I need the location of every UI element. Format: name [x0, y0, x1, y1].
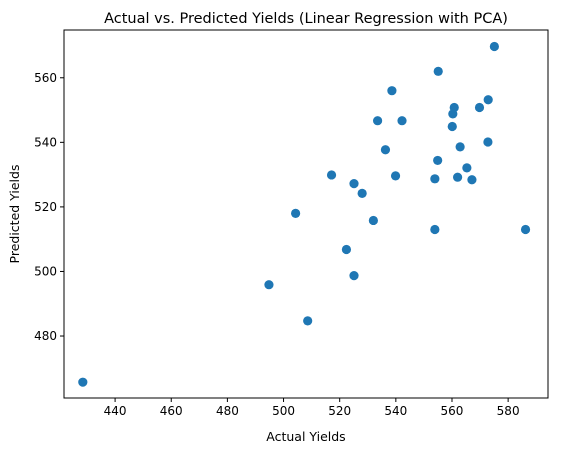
data-point — [264, 280, 274, 290]
data-point — [303, 316, 313, 326]
x-tick-label: 500 — [272, 404, 295, 418]
data-point — [341, 244, 352, 255]
data-point — [326, 170, 337, 180]
data-point — [483, 137, 493, 147]
data-point — [349, 179, 359, 189]
data-point — [368, 215, 378, 226]
y-tick-label: 560 — [34, 71, 57, 85]
data-point — [449, 102, 459, 113]
data-point — [430, 224, 440, 235]
data-point — [397, 116, 407, 126]
data-point — [78, 377, 88, 387]
data-point — [453, 172, 463, 182]
y-axis-label: Predicted Yields — [7, 165, 22, 264]
x-axis-label: Actual Yields — [266, 429, 345, 444]
data-point — [372, 116, 383, 126]
data-point — [430, 174, 440, 184]
data-point — [380, 145, 391, 155]
x-tick-label: 520 — [328, 404, 351, 418]
data-point — [291, 208, 301, 218]
data-point — [467, 175, 477, 185]
data-point — [447, 121, 457, 132]
y-tick-label: 500 — [34, 264, 57, 278]
data-point — [455, 142, 465, 152]
data-point — [433, 155, 443, 166]
tick-layer: 440 460 480 500 520 540 560 580 480 500 520 540 560 — [34, 71, 519, 418]
x-tick-label: 480 — [216, 404, 239, 418]
x-tick-label: 580 — [497, 404, 520, 418]
x-tick-label: 440 — [104, 404, 127, 418]
data-point — [433, 66, 443, 76]
x-tick-label: 460 — [160, 404, 183, 418]
data-point — [387, 86, 397, 96]
point-layer — [78, 41, 531, 387]
data-point — [349, 271, 359, 281]
y-tick-label: 480 — [34, 329, 57, 343]
x-tick-label: 540 — [384, 404, 407, 418]
data-point — [483, 95, 493, 105]
data-point — [462, 163, 472, 173]
data-point — [489, 41, 499, 52]
data-point — [474, 102, 485, 113]
x-tick-label: 560 — [441, 404, 464, 418]
y-tick-label: 540 — [34, 135, 57, 149]
y-tick-label: 520 — [34, 200, 57, 214]
plot-frame — [63, 29, 549, 399]
data-point — [357, 188, 367, 198]
data-point — [390, 171, 401, 181]
chart-title: Actual vs. Predicted Yields (Linear Regr… — [104, 11, 508, 27]
data-point — [520, 224, 531, 235]
